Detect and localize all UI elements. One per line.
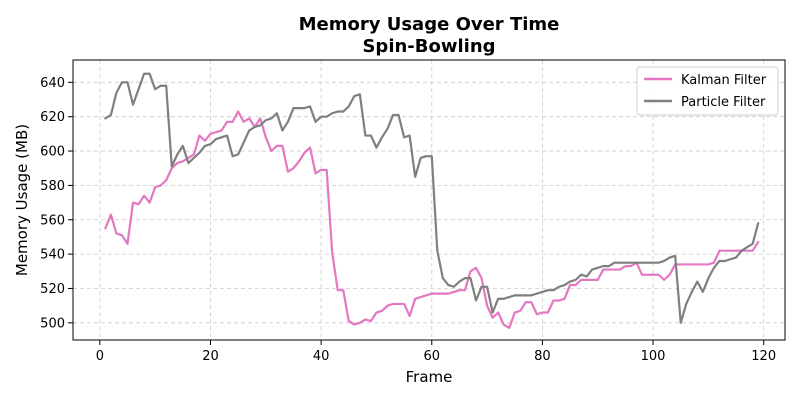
x-tick-label: 40: [313, 349, 330, 364]
y-tick-label: 560: [40, 213, 65, 228]
legend: Kalman Filter Particle Filter: [636, 66, 779, 116]
y-tick-label: 620: [40, 110, 65, 125]
series-line-particle-filter: [104, 72, 760, 324]
x-tick-label: 120: [751, 349, 776, 364]
axis-ticks: 0 20 40 60 80 100 120 500 520 540 560 580 600 620 640: [40, 76, 776, 364]
series-line-kalman-filter: [104, 110, 760, 330]
plot-frame: [72, 59, 786, 341]
legend-label-particle: Particle Filter: [681, 95, 766, 110]
y-tick-label: 640: [40, 76, 65, 91]
legend-box: [636, 66, 779, 116]
series-lines: [104, 72, 760, 330]
y-tick-label: 500: [40, 316, 65, 331]
x-axis-label: Frame: [406, 368, 453, 386]
y-tick-label: 580: [40, 179, 65, 194]
legend-label-kalman: Kalman Filter: [681, 73, 767, 88]
x-tick-label: 80: [534, 349, 551, 364]
chart-title: Memory Usage Over Time: [299, 14, 560, 35]
x-tick-label: 60: [423, 349, 440, 364]
y-tick-label: 540: [40, 248, 65, 263]
x-tick-label: 20: [202, 349, 219, 364]
x-tick-label: 0: [96, 349, 104, 364]
y-tick-label: 600: [40, 145, 65, 160]
y-axis-label: Memory Usage (MB): [13, 124, 31, 276]
x-tick-label: 100: [641, 349, 666, 364]
chart-subtitle: Spin-Bowling: [362, 36, 495, 57]
y-tick-label: 520: [40, 282, 65, 297]
